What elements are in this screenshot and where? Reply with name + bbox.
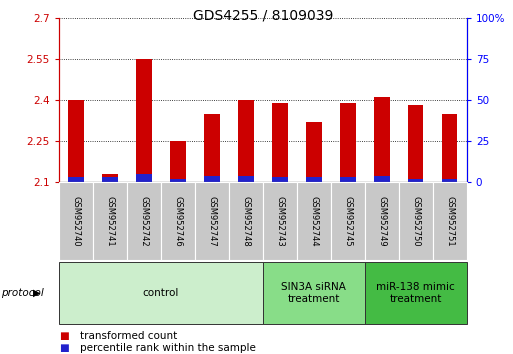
Bar [68, 100, 84, 182]
Bar [442, 179, 458, 182]
Bar [204, 114, 220, 182]
Bar [238, 176, 253, 182]
Bar [272, 103, 288, 182]
Text: percentile rank within the sample: percentile rank within the sample [80, 343, 255, 353]
Bar [340, 177, 356, 182]
Text: ▶: ▶ [33, 288, 41, 298]
Bar [306, 122, 322, 182]
Bar [272, 177, 288, 182]
Bar [136, 174, 152, 182]
Bar [408, 179, 424, 182]
Text: GSM952743: GSM952743 [275, 196, 284, 247]
Text: ■: ■ [59, 331, 69, 341]
Text: GSM952744: GSM952744 [309, 196, 319, 247]
Bar [340, 103, 356, 182]
Text: GSM952751: GSM952751 [445, 196, 455, 247]
Bar [442, 114, 458, 182]
Text: SIN3A siRNA
treatment: SIN3A siRNA treatment [282, 282, 346, 304]
Bar [136, 59, 152, 182]
Text: GSM952741: GSM952741 [106, 196, 114, 247]
Text: GSM952750: GSM952750 [411, 196, 420, 247]
Text: GSM952749: GSM952749 [378, 196, 386, 247]
Text: GSM952742: GSM952742 [140, 196, 148, 247]
Bar [170, 141, 186, 182]
Text: transformed count: transformed count [80, 331, 177, 341]
Bar [68, 177, 84, 182]
Text: GDS4255 / 8109039: GDS4255 / 8109039 [193, 9, 333, 23]
Bar [170, 179, 186, 182]
Text: GSM952745: GSM952745 [343, 196, 352, 247]
Bar [408, 105, 424, 182]
Bar [102, 174, 117, 182]
Text: ■: ■ [59, 343, 69, 353]
Bar [374, 176, 389, 182]
Bar [102, 177, 117, 182]
Text: GSM952740: GSM952740 [71, 196, 81, 247]
Bar [374, 97, 389, 182]
Text: control: control [143, 288, 179, 298]
Text: GSM952747: GSM952747 [207, 196, 216, 247]
Text: protocol: protocol [1, 288, 44, 298]
Bar [238, 100, 253, 182]
Bar [204, 176, 220, 182]
Text: miR-138 mimic
treatment: miR-138 mimic treatment [377, 282, 455, 304]
Text: GSM952746: GSM952746 [173, 196, 183, 247]
Bar [306, 177, 322, 182]
Text: GSM952748: GSM952748 [242, 196, 250, 247]
